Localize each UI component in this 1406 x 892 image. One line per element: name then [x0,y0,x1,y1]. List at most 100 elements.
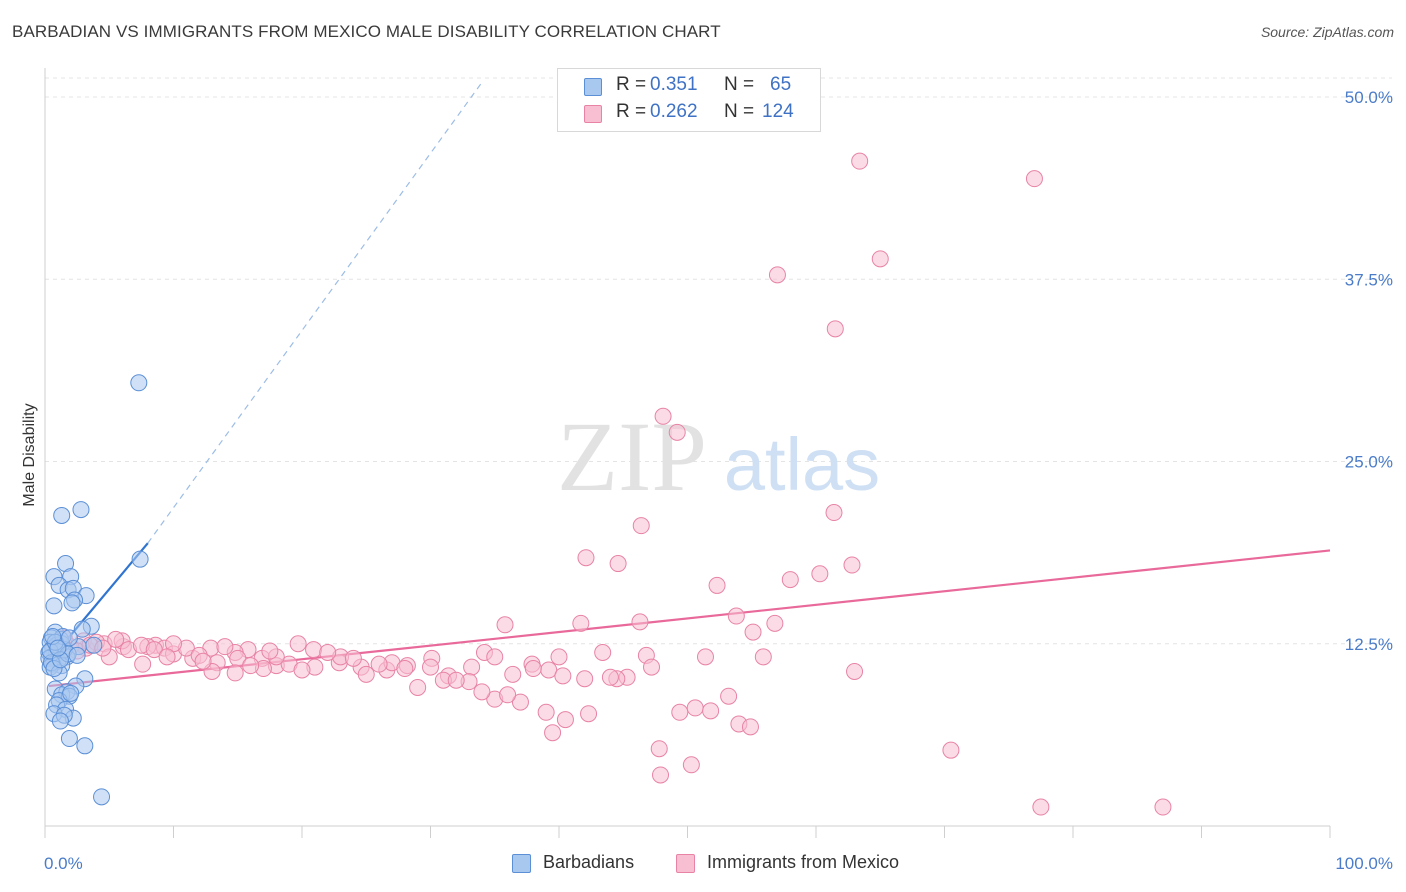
data-point-barbadians [60,730,78,748]
data-point-mexico [463,658,481,676]
data-point-barbadians [62,684,80,702]
data-point-mexico [727,607,745,625]
data-point-barbadians [68,646,86,664]
legend-row-barbadians: R = 0.351 N = 65 [558,74,820,100]
data-point-mexico [708,576,726,594]
y-tick-label: 37.5% [1345,270,1393,289]
data-point-mexico [261,642,279,660]
data-point-mexico [632,517,650,535]
data-point-mexico [811,565,829,583]
data-point-mexico [107,630,125,648]
bottom-legend-mexico: Immigrants from Mexico [676,852,936,876]
data-point-barbadians [130,374,148,392]
legend-r-label: R = [616,101,647,122]
data-point-mexico [846,662,864,680]
data-point-mexico [826,320,844,338]
data-point-mexico [496,616,514,634]
data-point-mexico [504,665,522,683]
data-point-mexico [572,614,590,632]
data-point-mexico [631,613,649,631]
series-barbadians-points [40,374,149,806]
data-point-barbadians [63,594,81,612]
data-point-mexico [537,703,555,721]
trend-lines [48,82,1331,688]
data-point-mexico [768,266,786,284]
data-point-mexico [216,638,234,656]
data-point-mexico [643,658,661,676]
chart-title: BARBADIAN VS IMMIGRANTS FROM MEXICO MALE… [12,22,721,41]
data-point-mexico [682,756,700,774]
data-point-mexico [580,705,598,723]
data-point-barbadians [45,597,63,615]
data-point-mexico [319,643,337,661]
data-point-barbadians [51,712,69,730]
data-point-mexico [668,423,686,441]
legend-r-value: 0.262 [650,101,698,122]
data-point-mexico [781,571,799,589]
legend-row-mexico: R = 0.262 N = 124 [558,101,820,127]
source-credit: Source: ZipAtlas.com [1260,24,1394,40]
data-point-mexico [654,407,672,425]
data-point-mexico [686,699,704,717]
data-point-mexico [671,703,689,721]
data-point-mexico [871,250,889,268]
data-point-mexico [650,740,668,758]
legend-swatch-pink [584,105,602,123]
data-point-mexico [843,556,861,574]
bottom-legend-swatch-blue [512,854,531,873]
data-point-barbadians [131,550,149,568]
data-point-mexico [1025,170,1043,188]
data-point-mexico [720,687,738,705]
grid-lines [45,77,1392,645]
data-point-mexico [550,648,568,666]
tick-labels: 12.5% 25.0% 37.5% 50.0% 0.0% 100.0% [44,88,1393,873]
legend-n-value: 65 [770,74,792,95]
data-point-mexico [540,661,558,679]
correlation-legend: R = 0.351 N = 65 R = 0.262 N = 124 [557,68,821,132]
data-point-mexico [1154,798,1172,816]
data-point-barbadians [93,788,111,806]
data-point-mexico [134,655,152,673]
data-point-mexico [577,549,595,567]
legend-n-label: N = [724,74,755,95]
data-point-mexico [652,766,670,784]
trend-line-barbadians-extension [147,82,483,544]
data-point-mexico [696,648,714,666]
data-point-mexico [289,635,307,653]
data-point-mexico [744,623,762,641]
data-point-mexico [942,741,960,759]
data-point-mexico [194,652,212,670]
y-tick-label: 50.0% [1345,88,1393,107]
data-point-mexico [293,661,311,679]
data-point-mexico [242,657,260,675]
data-point-mexico [556,711,574,729]
data-point-mexico [594,643,612,661]
legend-swatch-blue [584,78,602,96]
data-point-barbadians [72,501,90,519]
bottom-legend-swatch-pink [676,854,695,873]
data-point-mexico [226,664,244,682]
data-point-barbadians [60,629,78,647]
x-tick-label: 0.0% [44,854,83,873]
y-tick-label: 25.0% [1345,453,1393,472]
data-point-barbadians [49,639,67,657]
data-point-mexico [158,648,176,666]
data-point-mexico [422,658,439,676]
data-point-mexico [1032,798,1050,816]
data-point-mexico [499,686,517,704]
y-axis-label: Male Disability [21,403,38,506]
watermark: ZIP atlas [557,401,880,512]
data-point-mexico [357,665,375,683]
data-point-mexico [851,152,869,170]
data-point-mexico [741,718,759,736]
data-point-mexico [370,655,388,673]
watermark-atlas: atlas [724,423,880,506]
bottom-legend-label: Barbadians [543,852,635,872]
bottom-legend-barbadians: Barbadians [512,852,662,876]
data-point-mexico [396,660,414,678]
data-point-mexico [702,702,720,720]
data-point-mexico [473,683,491,701]
data-point-mexico [447,671,465,689]
data-point-mexico [825,504,843,522]
data-point-mexico [576,670,594,688]
